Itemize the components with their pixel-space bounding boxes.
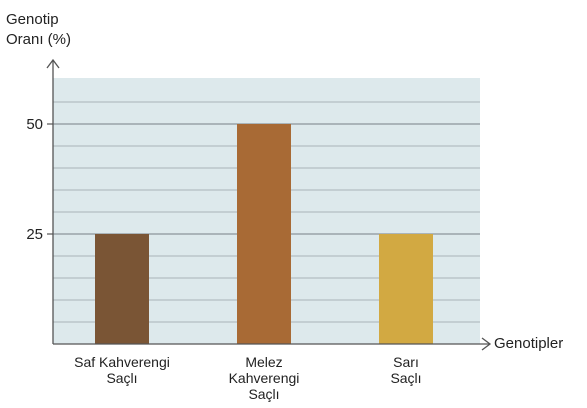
category-label-sari: Sarı Saçlı — [336, 354, 476, 386]
bar-3 — [379, 234, 433, 344]
y-axis-label-line-2: Oranı (%) — [6, 31, 72, 48]
y-tick-label-25: 25 — [26, 226, 43, 243]
category-label-line: Kahverengi — [228, 370, 300, 386]
category-label-saf-kahverengi: Saf Kahverengi Saçlı — [52, 354, 192, 386]
bar-1 — [95, 234, 149, 344]
y-tick-label-50: 50 — [26, 116, 43, 133]
category-label-line: Saf Kahverengi — [74, 354, 170, 370]
x-axis-arrowhead — [481, 337, 492, 351]
category-label-line: Saçlı — [390, 370, 422, 386]
y-axis-arrowhead — [46, 58, 60, 69]
bar-2 — [237, 124, 291, 344]
category-label-line: Sarı — [393, 354, 419, 370]
x-axis-label: Genotipler — [494, 335, 564, 352]
category-label-line: Melez — [245, 354, 283, 370]
y-axis-label-line-1: Genotip — [6, 11, 59, 28]
category-label-melez: Melez Kahverengi Saçlı — [194, 354, 334, 402]
category-label-line: Saçlı — [248, 386, 280, 402]
axes — [46, 58, 492, 351]
y-axis-label: Genotip Oranı (%) — [6, 10, 71, 50]
bars — [95, 124, 433, 344]
category-label-line: Saçlı — [106, 370, 138, 386]
